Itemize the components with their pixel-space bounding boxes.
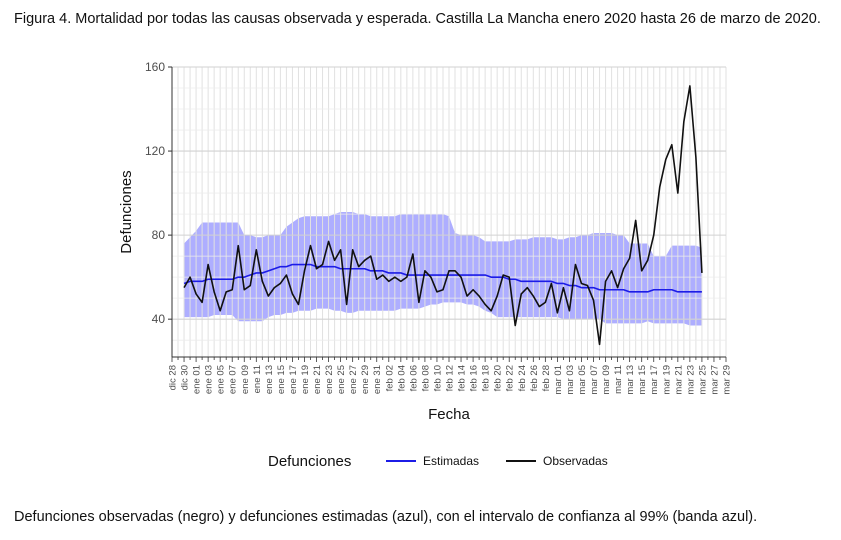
series-estimadas-line: [183, 263, 702, 293]
x-tick-label: ene 29: [360, 365, 371, 394]
x-tick-label: feb 22: [505, 365, 516, 391]
x-tick-label: ene 13: [264, 365, 275, 394]
x-tick-label: feb 24: [517, 365, 528, 391]
x-tick-label: feb 18: [481, 365, 492, 391]
x-tick-label: ene 05: [216, 365, 227, 394]
x-axis-title: Fecha: [428, 406, 470, 423]
x-tick-label: ene 19: [300, 365, 311, 394]
x-tick-label: mar 03: [565, 365, 576, 395]
x-tick-label: mar 27: [709, 365, 720, 395]
x-tick-label: ene 03: [204, 365, 215, 394]
x-tick-label: mar 09: [601, 365, 612, 395]
y-tick-label: 120: [145, 144, 165, 158]
series-observadas-line: [183, 85, 703, 346]
figure-title: Figura 4. Mortalidad por todas las causa…: [14, 11, 821, 27]
x-tick-label: mar 01: [553, 365, 564, 395]
x-tick-label: feb 26: [529, 365, 540, 391]
x-tick-label: feb 28: [541, 365, 552, 391]
y-tick-label: 80: [152, 228, 166, 242]
legend-label-observadas: Observadas: [543, 454, 608, 468]
x-tick-label: feb 12: [445, 365, 456, 391]
x-tick-label: ene 31: [372, 365, 383, 394]
x-tick-label: feb 02: [384, 365, 395, 391]
x-tick-label: mar 11: [613, 365, 624, 394]
legend: Defunciones Estimadas Observadas: [268, 453, 608, 470]
x-tick-label: mar 21: [673, 365, 684, 395]
series-layer: [183, 85, 703, 346]
x-tick-label: ene 21: [312, 365, 323, 394]
x-tick-label: feb 10: [432, 365, 443, 391]
x-tick-label: mar 29: [722, 365, 733, 395]
x-tick-label: ene 25: [336, 365, 347, 394]
x-tick-label: mar 23: [685, 365, 696, 395]
x-tick-label: feb 08: [420, 365, 431, 391]
x-tick-label: mar 07: [589, 365, 600, 395]
axis-layer: 40 80 120 160 dic 28 dic 30 ene 01 ene 03 ene 05…: [118, 60, 733, 423]
x-tick-label: feb 16: [469, 365, 480, 391]
x-tick-label: ene 17: [288, 365, 299, 394]
grid-layer: [171, 66, 727, 357]
x-tick-label: feb 06: [408, 365, 419, 391]
legend-label-estimadas: Estimadas: [423, 454, 479, 468]
x-tick-label: mar 13: [625, 365, 636, 395]
x-tick-label: mar 05: [577, 365, 588, 395]
x-tick-label: ene 11: [252, 365, 263, 393]
y-tick-label: 40: [152, 312, 166, 326]
x-tick-label: ene 23: [324, 365, 335, 394]
y-tick-label: 160: [145, 60, 165, 74]
x-tick-label: dic 28: [168, 365, 179, 390]
legend-title: Defunciones: [268, 453, 351, 470]
x-tick-label: ene 09: [240, 365, 251, 394]
x-tick-label: dic 30: [180, 365, 191, 390]
x-tick-label: ene 27: [348, 365, 359, 394]
figure-footnote: Defunciones observadas (negro) y defunci…: [14, 509, 758, 525]
x-tick-label: ene 15: [276, 365, 287, 394]
x-tick-label: feb 04: [396, 365, 407, 391]
x-tick-label: ene 01: [192, 365, 203, 394]
x-tick-label: ene 07: [228, 365, 239, 394]
y-axis-title: Defunciones: [118, 170, 135, 253]
x-tick-label: mar 25: [697, 365, 708, 395]
x-tick-label: feb 20: [493, 365, 504, 391]
x-tick-label: mar 15: [637, 365, 648, 395]
x-tick-label: mar 19: [661, 365, 672, 395]
x-tick-label: mar 17: [649, 365, 660, 395]
x-tick-label: feb 14: [457, 365, 468, 391]
